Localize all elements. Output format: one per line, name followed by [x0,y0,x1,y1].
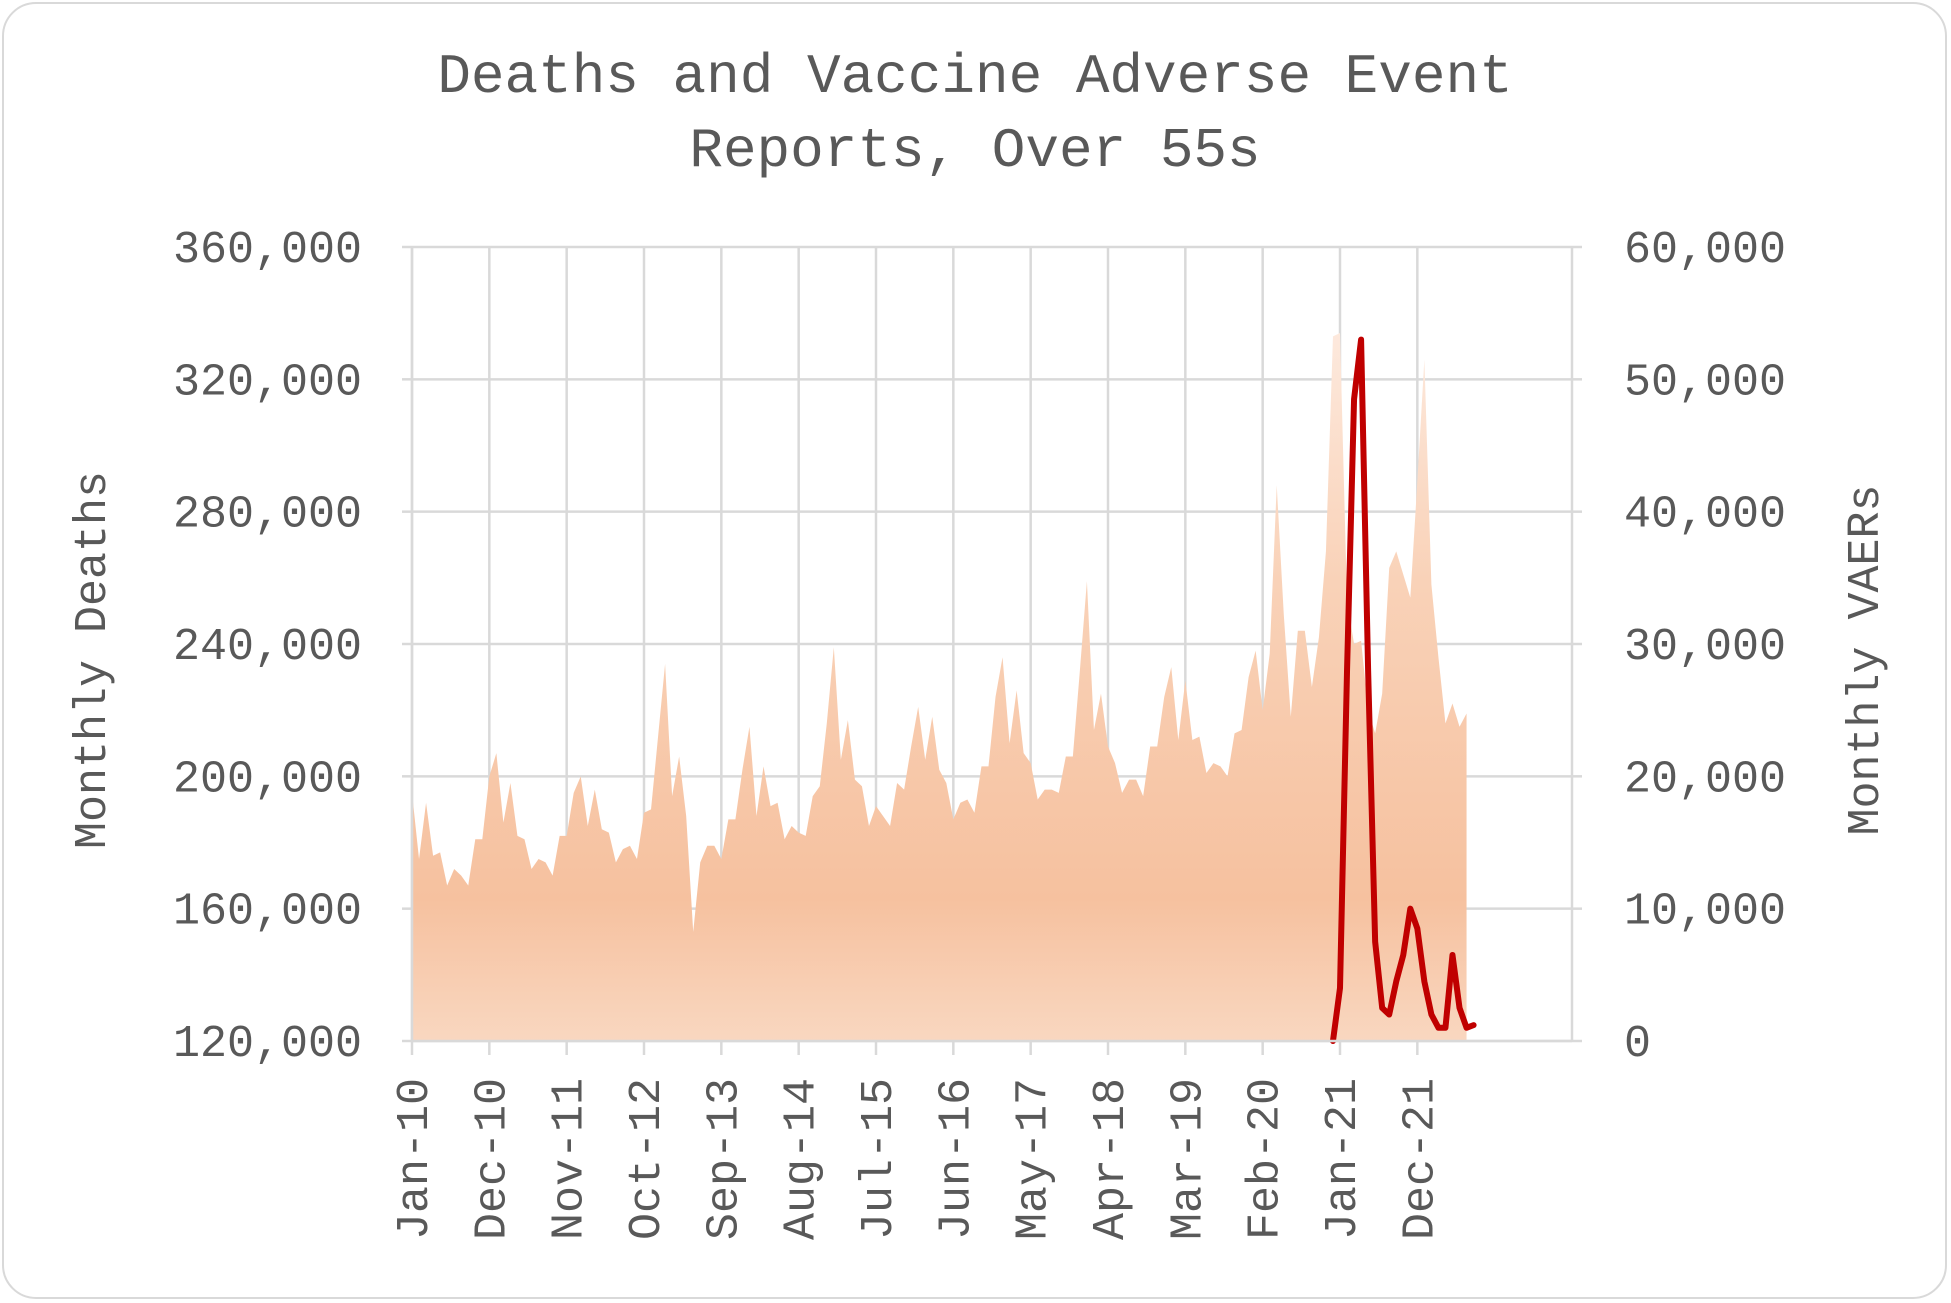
x-tick-label: Aug-14 [777,1078,828,1240]
x-tick-label: Apr-18 [1086,1078,1137,1240]
left-tick-label: 120,000 [173,1019,362,1070]
right-tick-label: 30,000 [1624,622,1786,673]
right-tick-label: 60,000 [1624,225,1786,276]
right-axis-title: Monthly VAERs [1841,484,1892,835]
x-tick-label: Oct-12 [622,1078,673,1240]
left-tick-label: 360,000 [173,225,362,276]
x-tick-label: Jul-15 [854,1078,905,1240]
chart-title-line-2: Reports, Over 55s [689,119,1260,183]
axes [402,245,1582,1055]
deaths-area-layer [412,333,1467,1041]
x-tick-label: Jan-21 [1318,1078,1369,1240]
left-tick-label: 240,000 [173,622,362,673]
x-tick-label: Sep-13 [699,1078,750,1240]
x-tick-label: Mar-19 [1163,1078,1214,1240]
x-tick-label: May-17 [1009,1078,1060,1240]
left-tick-label: 160,000 [173,887,362,938]
chart-title-line-1: Deaths and Vaccine Adverse Event [437,45,1512,109]
x-tick-label: Jun-16 [931,1078,982,1240]
x-tick-label: Feb-20 [1241,1078,1292,1240]
left-tick-label: 280,000 [173,490,362,541]
left-axis-title: Monthly Deaths [68,471,119,849]
x-tick-label: Dec-21 [1395,1078,1446,1240]
right-tick-label: 50,000 [1624,357,1786,408]
vaers-line-layer [1329,336,1477,1044]
x-tick-label: Dec-10 [467,1078,518,1240]
right-tick-label: 0 [1624,1019,1651,1070]
right-tick-label: 40,000 [1624,490,1786,541]
x-axis-ticks: Jan-10 Dec-10 Nov-11 Oct-12 Sep-13 Aug-14 Jul-… [390,1078,1446,1240]
deaths-area [412,333,1467,1041]
x-tick-label: Nov-11 [545,1078,596,1240]
left-axis-ticks: 360,000 320,000 280,000 240,000 200,000 160,0… [173,225,362,1070]
vaers-line [1329,336,1477,1044]
right-tick-label: 10,000 [1624,887,1786,938]
x-tick-label: Jan-10 [390,1078,441,1240]
left-tick-label: 200,000 [173,754,362,805]
left-tick-label: 320,000 [173,357,362,408]
right-tick-label: 20,000 [1624,754,1786,805]
right-axis-ticks: 60,000 50,000 40,000 30,000 20,000 10,000 0 [1624,225,1786,1070]
